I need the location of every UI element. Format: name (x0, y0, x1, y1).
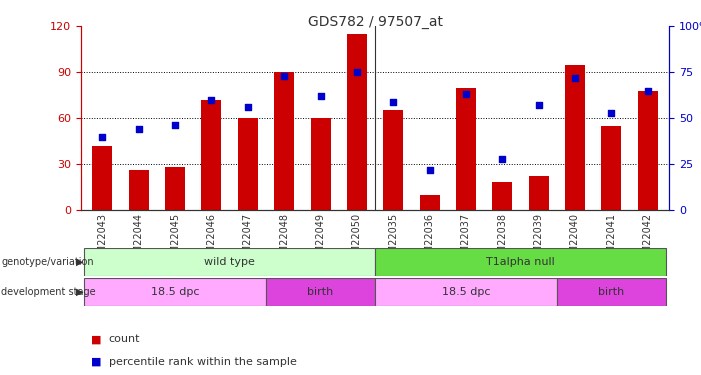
Point (388, 99, 399, 105)
Text: percentile rank within the sample: percentile rank within the sample (109, 357, 297, 367)
Point (461, 91, 472, 97)
Bar (601, 126, 621, 210)
Bar (93, 146, 112, 210)
Point (133, 126, 144, 132)
Bar (201, 100, 222, 210)
Bar (383, 111, 403, 210)
Bar (638, 91, 658, 210)
Text: ▶: ▶ (76, 256, 83, 267)
Text: T1alpha null: T1alpha null (486, 256, 554, 267)
Point (424, 166, 435, 172)
Bar (266, 278, 375, 306)
Text: birth: birth (598, 286, 625, 297)
Bar (375, 278, 557, 306)
Bar (420, 195, 440, 210)
Text: ■: ■ (91, 357, 102, 367)
Bar (557, 278, 666, 306)
Text: birth: birth (307, 286, 334, 297)
Point (243, 104, 254, 110)
Bar (238, 118, 258, 210)
Point (606, 110, 617, 116)
Bar (274, 72, 294, 210)
Bar (375, 248, 666, 276)
Point (642, 88, 653, 94)
Bar (84, 248, 375, 276)
Text: 18.5 dpc: 18.5 dpc (442, 286, 490, 297)
Bar (165, 167, 185, 210)
Text: ■: ■ (91, 334, 102, 344)
Point (97, 134, 108, 140)
Point (278, 73, 290, 79)
Bar (456, 87, 476, 210)
Bar (84, 278, 266, 306)
Bar (529, 176, 549, 210)
Text: count: count (109, 334, 140, 344)
Point (170, 123, 181, 129)
Bar (347, 34, 367, 210)
Bar (129, 170, 149, 210)
Point (569, 75, 580, 81)
Text: ▶: ▶ (76, 286, 83, 297)
Text: wild type: wild type (204, 256, 255, 267)
Point (533, 102, 544, 108)
Text: development stage: development stage (1, 286, 96, 297)
Bar (492, 183, 512, 210)
Point (351, 69, 362, 75)
Bar (311, 118, 330, 210)
Point (315, 93, 326, 99)
Text: GDS782 / 97507_at: GDS782 / 97507_at (308, 15, 442, 29)
Point (496, 156, 508, 162)
Bar (565, 64, 585, 210)
Text: genotype/variation: genotype/variation (1, 256, 94, 267)
Text: 18.5 dpc: 18.5 dpc (151, 286, 199, 297)
Point (206, 97, 217, 103)
